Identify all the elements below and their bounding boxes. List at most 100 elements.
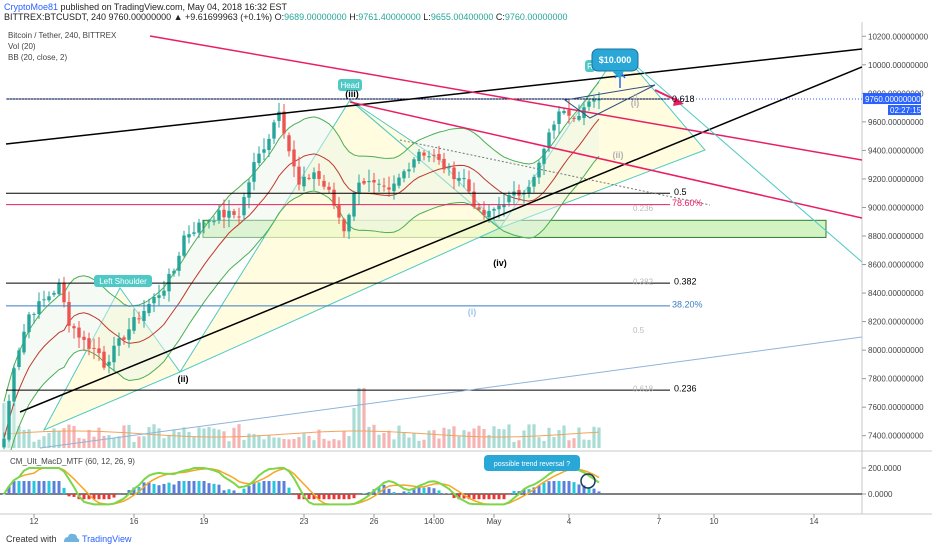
volume-bar	[22, 430, 26, 448]
volume-bar	[257, 435, 261, 448]
macd-histogram-bar	[142, 482, 146, 494]
volume-bar	[222, 431, 226, 448]
tradingview-brand[interactable]: TradingView	[82, 534, 132, 544]
candle	[527, 179, 531, 198]
candle	[32, 312, 36, 324]
macd-histogram-bar	[137, 487, 141, 494]
volume-bar	[397, 425, 401, 448]
volume-bar	[32, 441, 36, 448]
volume-bar	[507, 424, 511, 448]
volume-bar	[152, 424, 156, 448]
macd-histogram-bar	[232, 490, 236, 494]
candle-body	[367, 181, 371, 183]
candle-body	[72, 326, 76, 329]
last-price-badge: 9760.00000000 02:27:15	[863, 93, 922, 116]
candle-body	[397, 177, 401, 186]
wave-iv-label: (iv)	[493, 258, 507, 268]
y-tick-label: 10200.00000000	[868, 32, 929, 41]
candle	[307, 173, 311, 181]
volume-bar	[422, 439, 426, 448]
candle	[62, 276, 66, 308]
footer: Created with TradingView	[0, 528, 932, 550]
author-link[interactable]: CryptoMoe81	[4, 2, 59, 12]
candle-body	[442, 158, 446, 170]
candle-body	[292, 149, 296, 167]
candle	[47, 291, 51, 303]
candle	[402, 169, 406, 183]
macd-histogram-bar	[277, 481, 281, 494]
candle	[147, 298, 151, 317]
candle-body	[22, 331, 26, 353]
osc-annotation: possible trend reversal ?	[484, 455, 580, 471]
macd-histogram-bar	[227, 489, 231, 494]
candle	[282, 104, 286, 139]
projection-line	[399, 139, 711, 206]
macd-histogram-bar	[67, 494, 71, 497]
ohlc-open: O:9689.00000000	[274, 12, 347, 22]
macd-histogram-bar	[167, 482, 171, 494]
candle	[367, 169, 371, 193]
candle	[407, 162, 411, 178]
candle	[92, 338, 96, 360]
candle-body	[432, 154, 436, 156]
candle-body	[52, 292, 56, 295]
volume-bar	[547, 427, 551, 448]
candle-body	[392, 183, 396, 192]
macd-histogram-bar	[177, 481, 181, 494]
macd-histogram-bar	[112, 494, 116, 498]
volume-bar	[2, 403, 6, 448]
volume-bar	[542, 440, 546, 448]
candle-body	[407, 169, 411, 172]
candle	[242, 192, 246, 221]
volume-bar	[292, 438, 296, 448]
created-with-text: Created with	[6, 534, 57, 544]
candle	[272, 119, 276, 144]
candle	[412, 156, 416, 173]
volume-bar	[502, 429, 506, 448]
x-tick-label: 7	[657, 517, 662, 526]
macd-histogram-bar	[347, 494, 351, 500]
macd-histogram-bar	[367, 492, 371, 494]
volume-bar	[232, 427, 236, 448]
macd-histogram-bar	[547, 481, 551, 494]
macd-histogram-bar	[267, 481, 271, 494]
candle-body	[337, 205, 341, 218]
candle	[232, 208, 236, 219]
volume-bar	[592, 426, 596, 448]
volume-bar	[572, 438, 576, 448]
target-callout-text: $10.000	[599, 55, 632, 65]
volume-bar	[362, 388, 366, 448]
volume-bar	[192, 436, 196, 448]
volume-bar	[567, 440, 571, 448]
candle	[82, 330, 86, 351]
candle-body	[492, 208, 496, 211]
macd-histogram-bar	[412, 489, 416, 494]
candle-body	[402, 171, 406, 179]
label-bubble-text: R	[587, 62, 593, 71]
candle-body	[132, 317, 136, 331]
candle	[237, 207, 241, 225]
candle-body	[252, 162, 256, 182]
candle-body	[457, 177, 461, 181]
price-chart[interactable]: 0.618 0 0.5 0.236 78.60% 0.382 0.382 38.20% 0.5 0…	[0, 22, 932, 528]
publish-line: CryptoMoe81 published on TradingView.com…	[4, 2, 287, 12]
candle	[397, 173, 401, 189]
volume-bar	[322, 438, 326, 448]
macd-histogram-bar	[532, 487, 536, 494]
candle	[382, 177, 386, 192]
candle-body	[587, 101, 591, 107]
volume-bar	[337, 440, 341, 448]
macd-histogram-bar	[127, 490, 131, 494]
volume-bar	[237, 424, 241, 448]
candle-body	[227, 210, 231, 218]
macd-histogram-bar	[292, 494, 296, 495]
head-label: Head	[338, 79, 362, 91]
target-callout-tail	[612, 71, 624, 79]
candle	[277, 102, 281, 128]
volume-bar	[197, 427, 201, 448]
candle-body	[102, 351, 106, 368]
candle	[162, 280, 166, 299]
last-price-badge-text: 9760.00000000	[865, 95, 921, 104]
macd-histogram-bar	[407, 491, 411, 494]
candle-body	[557, 111, 561, 124]
